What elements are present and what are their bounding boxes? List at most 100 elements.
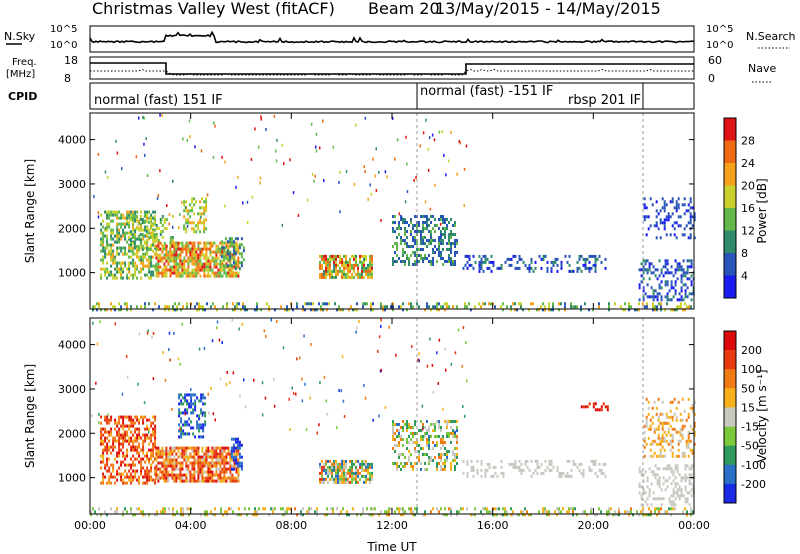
power-cell-r2 [187, 250, 190, 254]
power-cell-r1 [129, 218, 132, 221]
power-scatter-cell [213, 121, 215, 125]
power-cell-r10 [548, 302, 550, 306]
velocity-cell-r9 [671, 451, 674, 455]
power-cell-r7 [486, 266, 489, 270]
power-cell-r3 [193, 230, 196, 234]
velocity-cell-r5 [428, 456, 430, 459]
power-cell-r5 [353, 263, 355, 267]
velocity-cell-r1 [165, 449, 168, 453]
velocity-cell-r1 [221, 470, 224, 474]
velocity-cell-r1 [219, 467, 222, 471]
power-cell-r10 [202, 305, 204, 309]
power-cell-r1 [131, 221, 134, 224]
power-cell-r1 [163, 221, 166, 224]
velocity-cell-r2 [190, 399, 193, 403]
power-cell-r8 [648, 295, 651, 299]
power-cell-r4 [232, 249, 235, 253]
power-scatter-cell [246, 220, 249, 224]
velocity-cell-r1 [181, 479, 184, 483]
power-cell-r0 [118, 270, 121, 274]
power-cell-r2 [157, 256, 160, 260]
velocity-cell-r4 [351, 468, 353, 472]
velocity-cell-r9 [659, 454, 662, 458]
velocity-cell-r9 [671, 427, 674, 431]
velocity-scatter-cell [309, 396, 311, 400]
velocity-cell-r7 [584, 405, 587, 409]
velocity-scatter-cell [244, 405, 247, 409]
power-cell-r2 [165, 271, 168, 275]
power-cell-r4 [230, 240, 233, 244]
power-cell-r0 [124, 261, 127, 265]
power-cell-r5 [327, 266, 329, 270]
power-cell-r0 [148, 237, 151, 241]
velocity-scatter-cell [177, 357, 180, 361]
velocity-cell-r1 [223, 479, 226, 483]
velocity-cell-r5 [454, 420, 456, 423]
velocity-cell-r8 [662, 497, 665, 501]
power-cell-r2 [237, 265, 240, 269]
velocity-cell-r1 [219, 473, 222, 477]
velocity-cell-r2 [202, 426, 205, 430]
power-cell-r5 [359, 272, 361, 276]
velocity-cell-r10 [684, 507, 686, 511]
velocity-cell-r1 [213, 455, 216, 459]
velocity-cell-r10 [390, 507, 392, 511]
velocity-cell-r0 [126, 415, 129, 419]
power-cell-r6 [432, 227, 434, 230]
power-cell-r6 [448, 239, 450, 242]
velocity-scatter-cell [264, 396, 267, 400]
power-cell-r6 [426, 239, 428, 242]
velocity-cell-r1 [187, 479, 190, 483]
velocity-cell-r5 [396, 429, 398, 432]
velocity-cell-r4 [365, 468, 367, 472]
velocity-cell-r8 [660, 497, 663, 501]
velocity-cell-r8 [640, 497, 643, 501]
velocity-cell-r4 [319, 465, 321, 469]
power-cell-r0 [100, 213, 103, 217]
velocity-scatter-cell [168, 348, 170, 351]
power-scatter-cell [235, 185, 237, 189]
power-cell-r2 [191, 253, 194, 257]
power-cell-r0 [140, 228, 143, 232]
velocity-cell-r5 [444, 441, 446, 444]
power-cell-r0 [138, 270, 141, 274]
power-cell-r7 [524, 263, 527, 267]
velocity-cell-r5 [400, 462, 402, 465]
velocity-cell-r5 [446, 420, 448, 423]
power-cell-r2 [179, 241, 182, 245]
power-cell-r5 [321, 275, 323, 279]
velocity-cell-r2 [202, 402, 205, 406]
power-cell-r2 [191, 244, 194, 248]
power-cell-r0 [120, 213, 123, 217]
power-cell-r10 [552, 302, 554, 306]
velocity-cell-r4 [367, 462, 369, 466]
power-scatter-cell [116, 151, 119, 155]
power-cell-r9 [647, 227, 650, 231]
velocity-cell-r10 [518, 513, 520, 517]
power-y-axis-label: Slant Range [km] [23, 159, 37, 263]
velocity-cell-r10 [674, 507, 676, 511]
velocity-cell-r1 [169, 458, 172, 462]
velocity-cell-r1 [217, 455, 220, 459]
velocity-cell-r2 [194, 402, 197, 406]
power-cell-r9 [655, 236, 658, 240]
power-cell-r8 [656, 292, 659, 296]
velocity-cell-r2 [180, 402, 183, 406]
power-cell-r0 [138, 228, 141, 232]
velocity-cell-r6 [518, 459, 521, 463]
power-cell-r2 [203, 247, 206, 251]
power-cell-r1 [137, 245, 140, 248]
velocity-cell-r6 [486, 462, 489, 466]
power-cell-r6 [436, 260, 438, 263]
power-cell-r3 [203, 227, 206, 231]
power-cell-r10 [656, 305, 658, 309]
power-cell-r1 [129, 230, 132, 233]
velocity-cell-r1 [189, 446, 192, 450]
power-colorbar-swatch [724, 185, 736, 209]
velocity-cell-r7 [606, 405, 609, 409]
velocity-cell-r1 [207, 446, 210, 450]
velocity-cell-r9 [661, 424, 664, 428]
velocity-cell-r4 [349, 459, 351, 463]
power-cell-r9 [669, 233, 672, 237]
velocity-cell-r5 [398, 453, 400, 456]
